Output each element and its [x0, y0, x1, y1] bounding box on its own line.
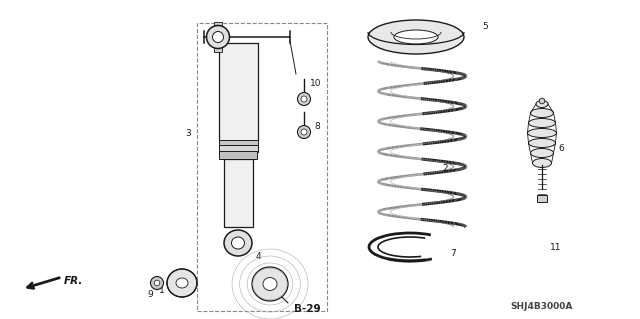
Text: B-29: B-29 — [294, 304, 321, 314]
Bar — [223, 159, 253, 227]
Text: 9: 9 — [147, 290, 153, 299]
Ellipse shape — [368, 20, 464, 54]
Bar — [214, 23, 222, 51]
Ellipse shape — [252, 267, 288, 301]
Text: 6: 6 — [558, 145, 564, 153]
Ellipse shape — [394, 30, 438, 44]
Text: 3: 3 — [185, 130, 191, 138]
Bar — [218, 145, 257, 152]
Ellipse shape — [531, 108, 554, 117]
Circle shape — [212, 32, 223, 42]
Ellipse shape — [532, 159, 552, 167]
Text: 10: 10 — [310, 79, 321, 88]
Circle shape — [207, 26, 230, 48]
Circle shape — [298, 93, 310, 106]
Ellipse shape — [167, 269, 197, 297]
Ellipse shape — [232, 237, 244, 249]
Text: 7: 7 — [450, 249, 456, 258]
Text: SHJ4B3000A: SHJ4B3000A — [510, 302, 572, 311]
Ellipse shape — [263, 278, 277, 291]
Ellipse shape — [176, 278, 188, 288]
Circle shape — [150, 277, 163, 290]
Bar — [220, 152, 257, 159]
Text: 1: 1 — [159, 286, 165, 295]
Circle shape — [540, 98, 545, 104]
Ellipse shape — [531, 149, 554, 158]
Bar — [218, 43, 257, 141]
Ellipse shape — [224, 230, 252, 256]
Circle shape — [298, 125, 310, 138]
Circle shape — [301, 96, 307, 102]
Bar — [197, 23, 327, 311]
Text: 11: 11 — [550, 242, 561, 251]
Text: 4: 4 — [255, 252, 261, 261]
Ellipse shape — [536, 100, 548, 108]
Bar — [218, 140, 257, 146]
Ellipse shape — [529, 138, 556, 147]
Text: 5: 5 — [482, 23, 488, 32]
Text: 2: 2 — [442, 165, 447, 174]
Text: FR.: FR. — [64, 276, 83, 286]
Bar — [537, 195, 547, 202]
Ellipse shape — [527, 129, 557, 137]
Text: 8: 8 — [314, 122, 320, 131]
Ellipse shape — [529, 118, 556, 128]
Circle shape — [154, 280, 160, 286]
Circle shape — [301, 129, 307, 135]
